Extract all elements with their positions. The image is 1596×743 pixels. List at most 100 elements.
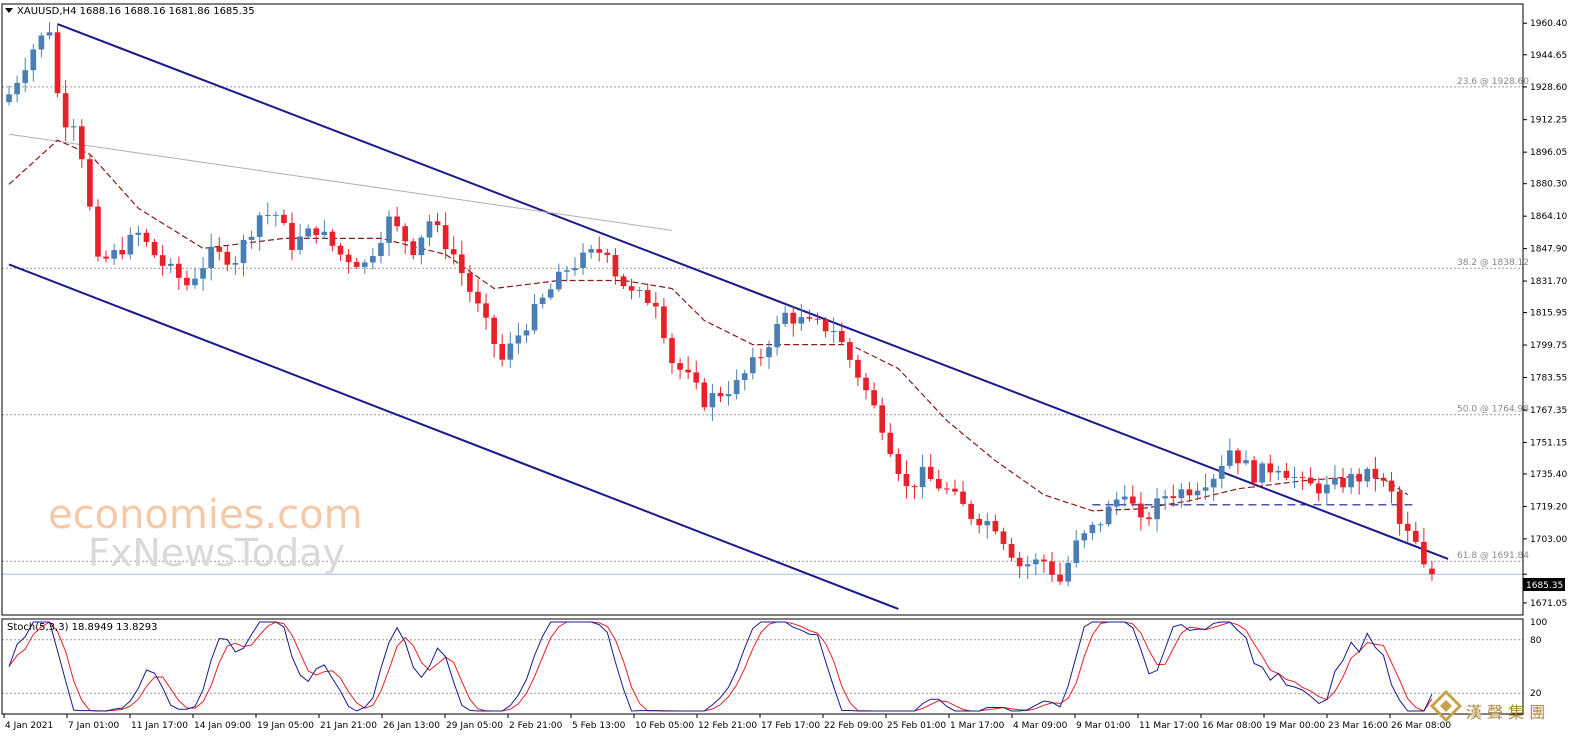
- candle-body: [256, 215, 263, 237]
- candle-body: [1275, 470, 1282, 473]
- logo: 漢 聲 集 團: [1429, 689, 1545, 723]
- candle-body: [758, 357, 764, 359]
- candle-body: [345, 254, 352, 263]
- candle-body: [426, 221, 433, 238]
- candle-body: [264, 215, 271, 217]
- candle-body: [1299, 477, 1306, 479]
- logo-text: 漢 聲 集 團: [1466, 703, 1545, 722]
- y-tick-label: 1767.35: [1530, 406, 1567, 416]
- y-tick-label: 1735.40: [1530, 470, 1567, 480]
- candle-body: [273, 214, 279, 216]
- candle-body: [297, 236, 303, 250]
- candle-body: [790, 312, 797, 324]
- candle-body: [1404, 523, 1411, 531]
- candle-body: [693, 372, 700, 383]
- y-tick-label: 1831.70: [1530, 277, 1567, 287]
- candle-body: [289, 223, 295, 250]
- candle-body: [911, 486, 918, 488]
- candle-body: [410, 241, 417, 256]
- candle-body: [200, 268, 206, 279]
- y-tick-label: 1864.10: [1530, 212, 1567, 222]
- candle-body: [919, 466, 926, 488]
- candle-body: [1235, 450, 1241, 464]
- candle-body: [1218, 465, 1225, 479]
- stoch-axis-label: 100: [1530, 618, 1547, 628]
- candle-body: [1000, 531, 1007, 544]
- candle-body: [992, 520, 999, 532]
- candle-body: [984, 520, 991, 526]
- candle-body: [248, 236, 255, 240]
- candle-body: [1008, 543, 1015, 558]
- candle-body: [830, 330, 837, 332]
- candle-body: [151, 241, 158, 256]
- candle-body: [1396, 491, 1403, 524]
- candle-body: [806, 317, 813, 319]
- candle-body: [620, 276, 627, 287]
- candle-body: [1348, 474, 1354, 488]
- x-tick-label: 9 Mar 01:00: [1076, 721, 1131, 731]
- candle-body: [418, 237, 425, 256]
- candle-body: [1315, 483, 1322, 494]
- candle-body: [822, 319, 829, 332]
- candle-body: [1202, 487, 1209, 491]
- candle-body: [232, 262, 239, 265]
- candle-body: [733, 379, 740, 395]
- candle-body: [1041, 559, 1047, 562]
- candle-body: [515, 335, 522, 344]
- candle-body: [1178, 489, 1185, 499]
- candle-body: [1429, 568, 1435, 575]
- candle-body: [1049, 561, 1055, 575]
- candle-body: [143, 232, 150, 242]
- candle-body: [475, 291, 481, 304]
- candle-body: [750, 357, 756, 374]
- candle-body: [685, 369, 691, 373]
- x-tick-label: 23 Mar 16:00: [1328, 721, 1388, 731]
- candle-body: [111, 250, 117, 259]
- candle-body: [184, 277, 190, 286]
- candle-body: [1421, 541, 1427, 565]
- stoch-axis-label: 80: [1530, 636, 1542, 646]
- candle-body: [935, 478, 942, 489]
- x-tick-label: 10 Feb 05:00: [635, 721, 694, 731]
- candle-body: [1332, 477, 1338, 485]
- candle-body: [968, 503, 974, 519]
- candle-body: [588, 249, 594, 253]
- stoch-axis-label: 20: [1530, 689, 1542, 699]
- candle-body: [798, 317, 805, 324]
- x-tick-label: 22 Feb 09:00: [824, 721, 883, 731]
- candle-body: [944, 488, 950, 490]
- candle-body: [1412, 530, 1419, 542]
- y-tick-label: 1960.40: [1530, 19, 1567, 29]
- candle-body: [135, 232, 142, 235]
- candle-body: [580, 252, 586, 269]
- candle-body: [95, 206, 101, 257]
- candle-body: [30, 49, 37, 71]
- x-tick-label: 16 Mar 08:00: [1202, 721, 1262, 731]
- candle-body: [555, 271, 562, 290]
- candle-body: [450, 249, 457, 255]
- candle-body: [741, 373, 748, 380]
- candle-body: [709, 393, 716, 408]
- candle-body: [119, 250, 126, 255]
- candle-body: [1324, 484, 1330, 494]
- header-arrow-icon[interactable]: [5, 8, 13, 13]
- candle-body: [887, 432, 894, 455]
- candle-body: [596, 249, 603, 253]
- candle-body: [1243, 460, 1249, 464]
- candle-body: [1154, 498, 1160, 520]
- y-tick-label: 1880.30: [1530, 180, 1567, 190]
- fib-level-label: 38.2 @ 1838.12: [1457, 258, 1529, 268]
- candle-body: [54, 32, 61, 94]
- candle-body: [1210, 478, 1217, 488]
- fib-level-label: 23.6 @ 1928.60: [1457, 77, 1529, 87]
- y-tick-label: 1783.55: [1530, 374, 1567, 384]
- main-panel-frame: [1, 3, 1524, 616]
- candle-body: [159, 255, 166, 266]
- candle-body: [539, 297, 546, 304]
- candle-body: [847, 342, 853, 360]
- candle-body: [1356, 474, 1363, 482]
- candle-body: [871, 390, 877, 406]
- candle-body: [1372, 468, 1379, 478]
